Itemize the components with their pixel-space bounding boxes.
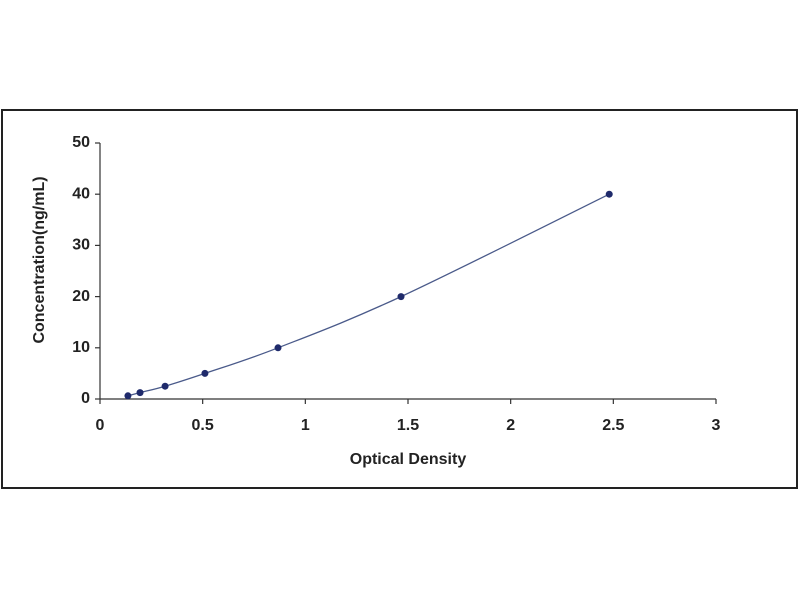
x-tick-label: 1.5 [397,417,419,434]
x-axis-label: Optical Density [350,451,467,468]
data-point [605,190,613,198]
x-tick-label: 2.5 [602,417,624,434]
y-tick-label: 30 [72,237,90,254]
y-tick-label: 50 [72,134,90,151]
data-point [161,382,169,390]
x-tick-label: 1 [301,417,310,434]
y-tick-label: 20 [72,288,90,305]
data-point [201,369,209,377]
y-tick-label: 10 [72,339,90,356]
data-point [124,392,132,400]
x-tick-label: 3 [712,417,721,434]
data-point [136,389,144,397]
x-tick-label: 0.5 [192,417,214,434]
x-tick-label: 0 [96,417,105,434]
data-point [274,344,282,352]
y-axis-label: Concentration(ng/mL) [31,176,48,343]
data-point [397,293,405,301]
x-tick-label: 2 [506,417,515,434]
y-tick-label: 0 [81,390,90,407]
y-tick-label: 40 [72,185,90,202]
